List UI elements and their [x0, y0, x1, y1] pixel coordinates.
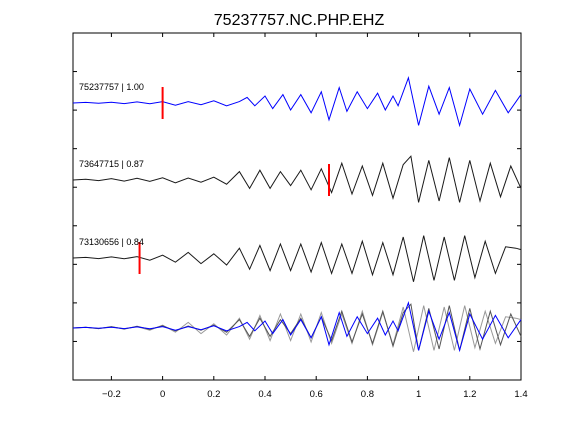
y-ticks: [73, 71, 521, 342]
trace-label: 75237757 | 1.00: [79, 82, 144, 92]
x-ticks: −0.2 0 0.2 0.4 0.6 0.8 1 1.2 1.4: [102, 33, 528, 400]
waveform-trace: [72, 235, 522, 282]
x-tick-label: 1.4: [514, 389, 527, 400]
pick-markers: [138, 87, 330, 274]
chart-title: 75237757.NC.PHP.EHZ: [214, 12, 385, 29]
x-tick-label: 0.4: [258, 389, 271, 400]
overlay-trace: [72, 301, 522, 353]
x-tick-label: 0: [160, 389, 165, 400]
x-tick-label: 1.2: [463, 389, 476, 400]
waveform-trace: [72, 155, 522, 203]
trace-label: 73647715 | 0.87: [79, 159, 144, 169]
x-tick-label: −0.2: [102, 389, 121, 400]
trace-label: 73130656 | 0.84: [79, 237, 144, 247]
x-tick-label: 0.2: [207, 389, 220, 400]
x-tick-label: 1: [416, 389, 421, 400]
x-tick-label: 0.6: [310, 389, 323, 400]
overlay-group: [72, 301, 522, 353]
x-tick-label: 0.8: [361, 389, 374, 400]
plot-area: [72, 32, 522, 381]
trace-labels: 75237757 | 1.00 73647715 | 0.87 73130656 |…: [79, 82, 144, 247]
plot-frame: [72, 32, 522, 381]
